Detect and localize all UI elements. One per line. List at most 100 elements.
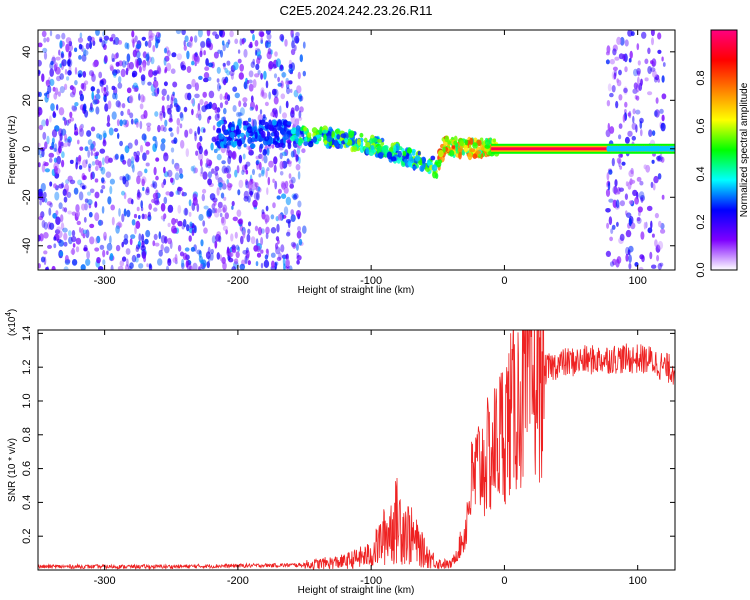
noise-cell: [288, 161, 292, 167]
noise-cell: [232, 86, 238, 92]
noise-cell: [117, 221, 122, 227]
noise-cell: [67, 59, 71, 65]
noise-cell: [38, 142, 41, 148]
noise-cell: [136, 122, 139, 128]
y-tick-label: -20: [21, 189, 33, 205]
noise-cell: [160, 244, 164, 252]
noise-cell: [103, 95, 106, 102]
noise-cell: [51, 129, 58, 138]
noise-cell: [111, 216, 115, 226]
noise-cell: [264, 254, 269, 260]
noise-cell: [48, 207, 52, 216]
noise-cell: [281, 72, 287, 78]
noise-cell: [142, 95, 146, 103]
noise-cell: [200, 263, 203, 268]
noise-cell: [113, 128, 119, 132]
noise-cell: [127, 108, 131, 116]
signal-cell: [410, 158, 415, 163]
noise-cell: [260, 36, 264, 44]
noise-cell: [238, 218, 244, 226]
noise-cell: [90, 150, 94, 157]
noise-cell: [302, 70, 306, 77]
noise-cell: [147, 81, 152, 86]
carrier-line-core: [491, 147, 675, 151]
noise-cell: [124, 145, 130, 154]
noise-cell: [224, 67, 228, 74]
noise-cell: [184, 92, 190, 101]
signal-cell: [459, 139, 464, 147]
noise-cell: [167, 169, 173, 178]
noise-cell: [619, 200, 626, 207]
noise-cell: [105, 90, 110, 96]
noise-cell: [247, 228, 251, 235]
noise-cell: [130, 160, 135, 169]
noise-cell: [231, 205, 234, 210]
noise-cell: [647, 91, 653, 96]
noise-cell: [250, 61, 255, 68]
noise-cell: [291, 33, 295, 42]
noise-cell: [144, 40, 148, 47]
signal-cell: [479, 144, 484, 152]
colorbar-ticks: 0.0 0.2 0.4 0.6 0.8: [695, 70, 707, 277]
x-tick-label: 100: [629, 575, 647, 587]
noise-cell: [615, 199, 620, 209]
noise-cell: [45, 79, 50, 85]
noise-cell: [297, 171, 301, 180]
noise-cell: [151, 92, 157, 97]
noise-cell: [618, 94, 623, 101]
noise-cell: [106, 250, 109, 256]
noise-cell: [609, 92, 614, 98]
noise-cell: [612, 199, 617, 208]
colorbar-tick-label: 0.0: [695, 262, 707, 277]
noise-cell: [77, 179, 83, 186]
noise-cell: [260, 228, 265, 234]
noise-cell: [109, 252, 114, 261]
signal-cell: [475, 150, 482, 155]
noise-cell: [266, 187, 269, 196]
noise-cell: [103, 87, 107, 92]
noise-cell: [55, 56, 61, 61]
signal-cell: [339, 143, 344, 149]
noise-cell: [211, 235, 216, 244]
signal-cell: [458, 151, 462, 160]
noise-cell: [82, 175, 87, 181]
noise-cell: [190, 36, 193, 42]
noise-cell: [273, 96, 279, 105]
noise-cell: [252, 199, 258, 208]
noise-cell: [244, 164, 248, 170]
noise-cell: [98, 71, 103, 79]
noise-cell: [105, 84, 109, 92]
noise-cell: [126, 209, 131, 218]
noise-cell: [136, 191, 142, 198]
noise-cell: [661, 75, 665, 83]
signal-cell: [334, 128, 340, 134]
noise-cell: [121, 213, 125, 223]
noise-cell: [268, 60, 274, 70]
signal-cell: [402, 150, 407, 157]
noise-cell: [120, 68, 126, 78]
noise-cell: [87, 199, 93, 206]
snr-x-ticks: -300 -200 -100 0 100: [94, 330, 647, 587]
noise-cell: [168, 127, 173, 132]
signal-cell: [272, 127, 277, 134]
noise-cell: [55, 210, 59, 216]
signal-cell: [431, 164, 438, 172]
noise-cell: [69, 111, 73, 119]
noise-cell: [163, 166, 166, 174]
noise-cell: [111, 58, 116, 62]
noise-cell: [73, 187, 79, 195]
noise-cell: [166, 62, 172, 72]
noise-cell: [145, 141, 151, 147]
noise-cell: [205, 58, 209, 67]
noise-cell: [101, 206, 105, 214]
noise-cell: [186, 50, 190, 60]
noise-cell: [295, 31, 300, 38]
noise-cell: [204, 66, 210, 71]
signal-cell: [235, 128, 242, 135]
noise-cell: [227, 182, 231, 187]
noise-cell: [167, 50, 171, 57]
noise-cell: [43, 250, 48, 255]
noise-cell: [117, 132, 120, 139]
noise-cell: [650, 181, 654, 189]
noise-cell: [43, 232, 49, 239]
